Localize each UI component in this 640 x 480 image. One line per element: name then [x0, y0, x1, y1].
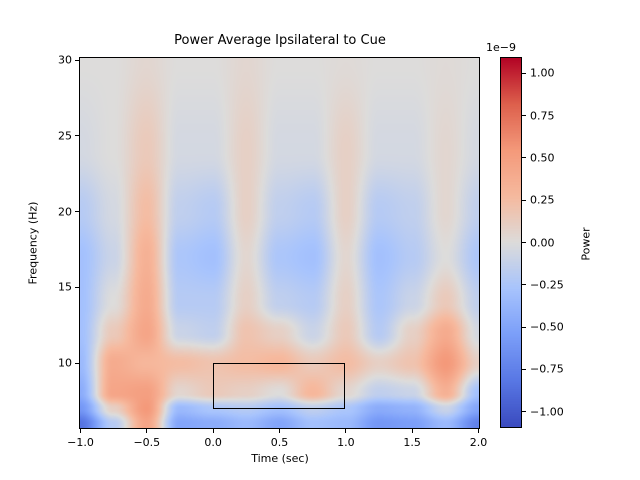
x-tick — [279, 429, 280, 433]
colorbar-tick-label: −0.50 — [530, 320, 564, 334]
colorbar-tick-label: 0.25 — [530, 193, 555, 207]
y-axis-label: Frequency (Hz) — [26, 201, 40, 285]
colorbar-tick-label: −0.25 — [530, 278, 564, 292]
y-tick — [75, 211, 79, 213]
y-tick-label: 30 — [58, 53, 72, 67]
x-tick — [80, 429, 81, 433]
y-tick — [75, 286, 79, 288]
x-tick-label: −0.5 — [133, 436, 161, 449]
colorbar-tick — [522, 411, 526, 413]
y-tick-label: 10 — [58, 356, 72, 370]
x-tick-label: 0.0 — [204, 436, 222, 449]
x-tick — [478, 429, 479, 433]
x-tick-label: 1.0 — [337, 436, 355, 449]
colorbar-tick-label: 0.00 — [530, 236, 555, 249]
colorbar-tick-label: 0.50 — [530, 151, 555, 165]
colorbar-tick-label: 1.00 — [530, 66, 555, 80]
roi-rectangle — [212, 363, 346, 409]
colorbar-tick — [522, 284, 526, 286]
colorbar-label: Power — [579, 227, 593, 261]
x-tick-label: 0.5 — [270, 436, 289, 449]
x-tick-label: −1.0 — [67, 436, 94, 449]
y-tick — [75, 135, 79, 137]
heatmap-image — [80, 58, 479, 428]
colorbar-tick — [522, 368, 526, 370]
colorbar-tick — [522, 72, 526, 74]
chart-title: Power Average Ipsilateral to Cue — [174, 33, 386, 48]
x-tick — [345, 429, 347, 433]
x-tick-label: 2.0 — [469, 436, 488, 449]
colorbar-tick-label: 0.75 — [530, 109, 555, 123]
x-tick — [411, 429, 413, 433]
x-axis-label: Time (sec) — [251, 452, 309, 465]
colorbar-tick — [522, 326, 526, 328]
colorbar — [500, 57, 522, 428]
colorbar-tick — [522, 157, 526, 159]
colorbar-tick-label: −1.00 — [530, 405, 564, 419]
colorbar-tick — [522, 242, 526, 243]
colorbar-gradient — [501, 58, 521, 427]
x-tick — [212, 429, 214, 433]
y-tick — [75, 362, 79, 364]
colorbar-tick-label: −0.75 — [530, 362, 564, 376]
y-tick — [75, 59, 79, 61]
y-tick-label: 15 — [58, 280, 72, 294]
plot-area — [79, 57, 480, 429]
colorbar-offset-label: 1e−9 — [486, 41, 516, 54]
x-tick-label: 1.5 — [403, 436, 421, 449]
x-tick — [146, 429, 148, 433]
y-tick-label: 20 — [58, 205, 72, 219]
colorbar-tick — [522, 199, 526, 201]
colorbar-tick — [522, 115, 526, 117]
y-tick-label: 25 — [58, 129, 72, 143]
